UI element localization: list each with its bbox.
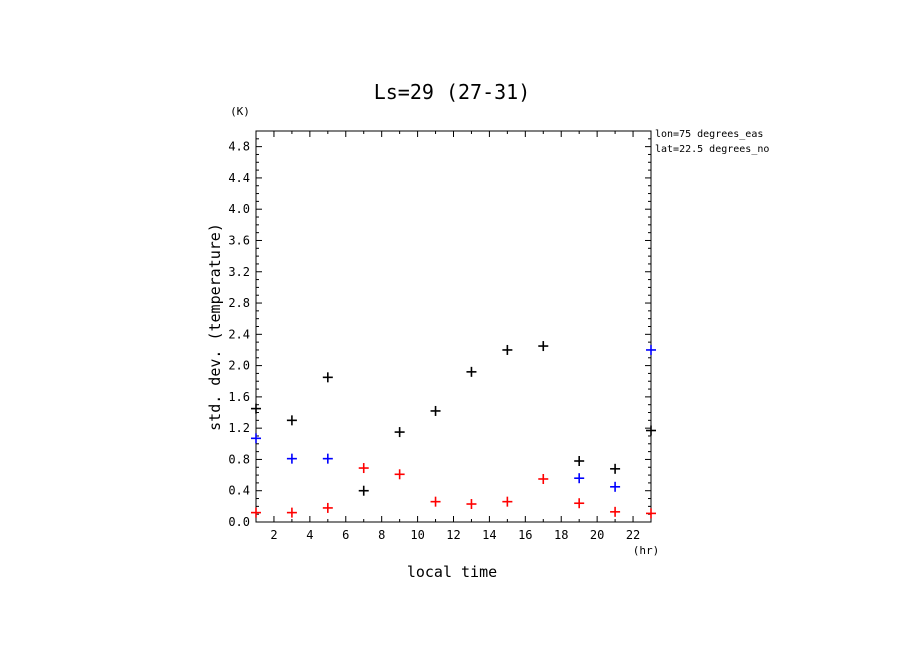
y-tick-label: 1.2 bbox=[228, 421, 250, 435]
y-tick-label: 4.0 bbox=[228, 202, 250, 216]
y-tick-label: 0.8 bbox=[228, 452, 250, 466]
data-point-marker bbox=[574, 498, 585, 509]
data-point-marker bbox=[358, 485, 369, 496]
x-unit-label: (hr) bbox=[633, 544, 660, 557]
data-point-marker bbox=[610, 481, 621, 492]
y-tick-label: 3.6 bbox=[228, 233, 250, 247]
data-point-marker bbox=[322, 372, 333, 383]
data-point-marker bbox=[430, 405, 441, 416]
data-point-marker bbox=[646, 344, 656, 355]
x-tick-label: 20 bbox=[590, 528, 604, 542]
annotation-lon: lon=75 degrees_eas bbox=[655, 129, 763, 140]
data-point-marker bbox=[322, 502, 333, 513]
y-tick-label: 1.6 bbox=[228, 390, 250, 404]
y-unit-label: (K) bbox=[230, 105, 250, 118]
x-tick-label: 12 bbox=[446, 528, 460, 542]
y-tick-label: 0.0 bbox=[228, 515, 250, 529]
data-point-marker bbox=[538, 341, 549, 352]
x-tick-label: 8 bbox=[378, 528, 385, 542]
y-tick-label: 0.4 bbox=[228, 484, 250, 498]
data-point-marker bbox=[646, 508, 656, 519]
chart-title: Ls=29 (27-31) bbox=[374, 80, 531, 104]
data-point-marker bbox=[574, 456, 585, 467]
data-point-marker bbox=[466, 499, 477, 510]
x-tick-label: 4 bbox=[306, 528, 313, 542]
data-point-marker bbox=[358, 463, 369, 474]
y-tick-label: 2.4 bbox=[228, 327, 250, 341]
data-point-marker bbox=[251, 403, 261, 414]
x-tick-label: 2 bbox=[270, 528, 277, 542]
data-point-marker bbox=[538, 473, 549, 484]
y-axis-label: std. dev. (temperature) bbox=[206, 223, 224, 431]
data-point-marker bbox=[646, 425, 656, 436]
x-tick-label: 22 bbox=[626, 528, 640, 542]
plot-frame bbox=[255, 130, 652, 523]
y-tick-label: 4.8 bbox=[228, 140, 250, 154]
data-marks bbox=[251, 341, 656, 519]
data-point-marker bbox=[502, 344, 513, 355]
annotation-lat: lat=22.5 degrees_no bbox=[655, 144, 769, 155]
data-point-marker bbox=[286, 507, 297, 518]
data-point-marker bbox=[286, 415, 297, 426]
axes-layer: 0.0 0.4 0.8 1.2 1.6 2.0 2.4 2.8 3.2 3.6 4.0 4.4 4.8 2… bbox=[228, 130, 652, 542]
x-tick-label: 14 bbox=[482, 528, 496, 542]
data-point-marker bbox=[394, 427, 405, 438]
data-point-marker bbox=[251, 507, 261, 518]
data-point-marker bbox=[466, 366, 477, 377]
y-tick-label: 4.4 bbox=[228, 171, 250, 185]
data-point-marker bbox=[322, 453, 333, 464]
y-tick-label: 2.0 bbox=[228, 359, 250, 373]
x-axis-label: local time bbox=[407, 563, 497, 581]
data-point-marker bbox=[251, 433, 261, 444]
data-point-marker bbox=[610, 506, 621, 517]
data-point-marker bbox=[430, 496, 441, 507]
x-tick-label: 6 bbox=[342, 528, 349, 542]
y-tick-label: 2.8 bbox=[228, 296, 250, 310]
data-point-marker bbox=[286, 453, 297, 464]
data-point-marker bbox=[610, 463, 621, 474]
data-point-marker bbox=[502, 496, 513, 507]
data-point-marker bbox=[574, 473, 585, 484]
x-tick-label: 18 bbox=[554, 528, 568, 542]
x-tick-label: 16 bbox=[518, 528, 532, 542]
y-tick-label: 3.2 bbox=[228, 265, 250, 279]
data-point-marker bbox=[394, 469, 405, 480]
x-tick-label: 10 bbox=[410, 528, 424, 542]
